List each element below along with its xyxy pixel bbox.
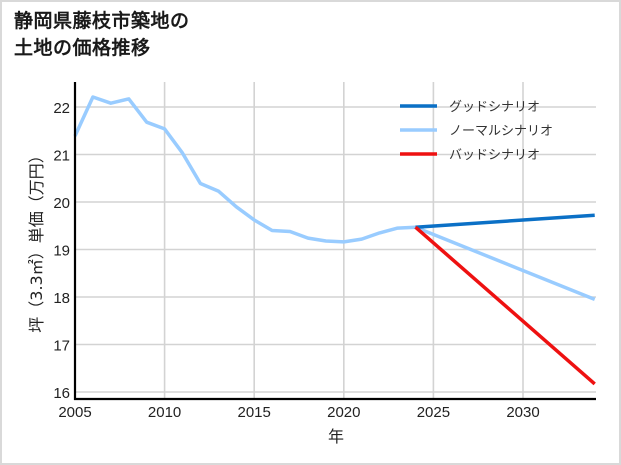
x-tick-label: 2025 bbox=[417, 404, 450, 421]
y-tick-label: 19 bbox=[53, 243, 70, 260]
axes bbox=[73, 82, 596, 401]
x-tick-label: 2005 bbox=[58, 404, 91, 421]
x-tick-label: 2015 bbox=[238, 404, 271, 421]
tick-labels: 16 17 18 19 20 21 22 2005 2010 2015 2020 2025 2030 bbox=[53, 100, 539, 421]
y-tick-label: 18 bbox=[53, 290, 70, 307]
y-axis-label: 坪（3.3㎡）単価（万円） bbox=[27, 147, 46, 332]
y-tick-label: 20 bbox=[53, 195, 70, 212]
chart-title-line-1: 静岡県藤枝市築地の bbox=[14, 10, 190, 32]
data-lines bbox=[73, 95, 596, 386]
x-tick-label: 2030 bbox=[506, 404, 539, 421]
x-tick-label: 2010 bbox=[148, 404, 181, 421]
legend-label: グッドシナリオ bbox=[449, 100, 540, 115]
series-line bbox=[73, 95, 596, 302]
chart-title: 静岡県藤枝市築地の 土地の価格推移 bbox=[14, 8, 190, 62]
y-tick-label: 17 bbox=[53, 338, 70, 355]
series-line bbox=[414, 225, 596, 386]
y-tick-label: 22 bbox=[53, 100, 70, 117]
legend-label: ノーマルシナリオ bbox=[449, 124, 553, 139]
series-line bbox=[415, 213, 595, 229]
grid-lines bbox=[74, 82, 596, 399]
x-axis-label: 年 bbox=[328, 427, 344, 446]
x-tick-label: 2020 bbox=[327, 404, 360, 421]
y-tick-label: 16 bbox=[53, 385, 70, 402]
y-tick-label: 21 bbox=[53, 148, 70, 165]
chart-title-line-2: 土地の価格推移 bbox=[14, 37, 151, 59]
legend-label: バッドシナリオ bbox=[449, 148, 540, 163]
